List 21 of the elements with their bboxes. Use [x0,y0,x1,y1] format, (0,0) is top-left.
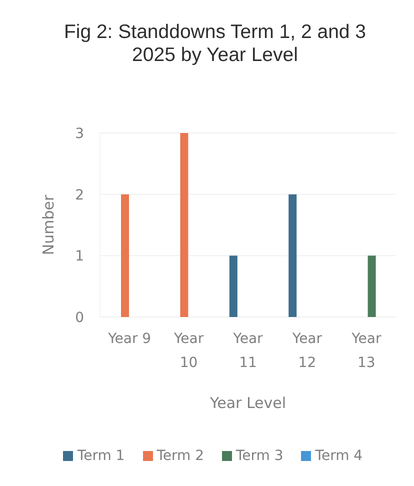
bar [288,194,297,317]
legend-label: Term 2 [156,448,205,464]
x-tick-label: Year 12 [291,330,322,371]
x-tick-label: Year 11 [232,330,264,371]
legend-label: Term 4 [315,448,364,464]
bar [368,256,376,317]
bar [180,133,188,317]
legend-label: Term 1 [77,448,126,464]
x-axis-title: Year Level [208,394,286,412]
y-axis-title: Number [39,194,58,256]
y-tick-label: 3 [75,126,84,142]
y-tick-label: 0 [75,310,84,326]
x-tick-label: Year 10 [172,330,204,371]
y-tick-label: 2 [75,187,84,204]
legend-label: Term 3 [236,448,284,464]
x-tick-label: Year 13 [350,330,382,371]
bar [229,256,238,317]
y-tick-label: 1 [75,248,84,265]
chart-title: Fig 2: Standdowns Term 1, 2 and 3 2025 by Year Level [62,21,368,67]
bar [121,194,129,317]
x-tick-label: Year 9 [107,330,152,347]
